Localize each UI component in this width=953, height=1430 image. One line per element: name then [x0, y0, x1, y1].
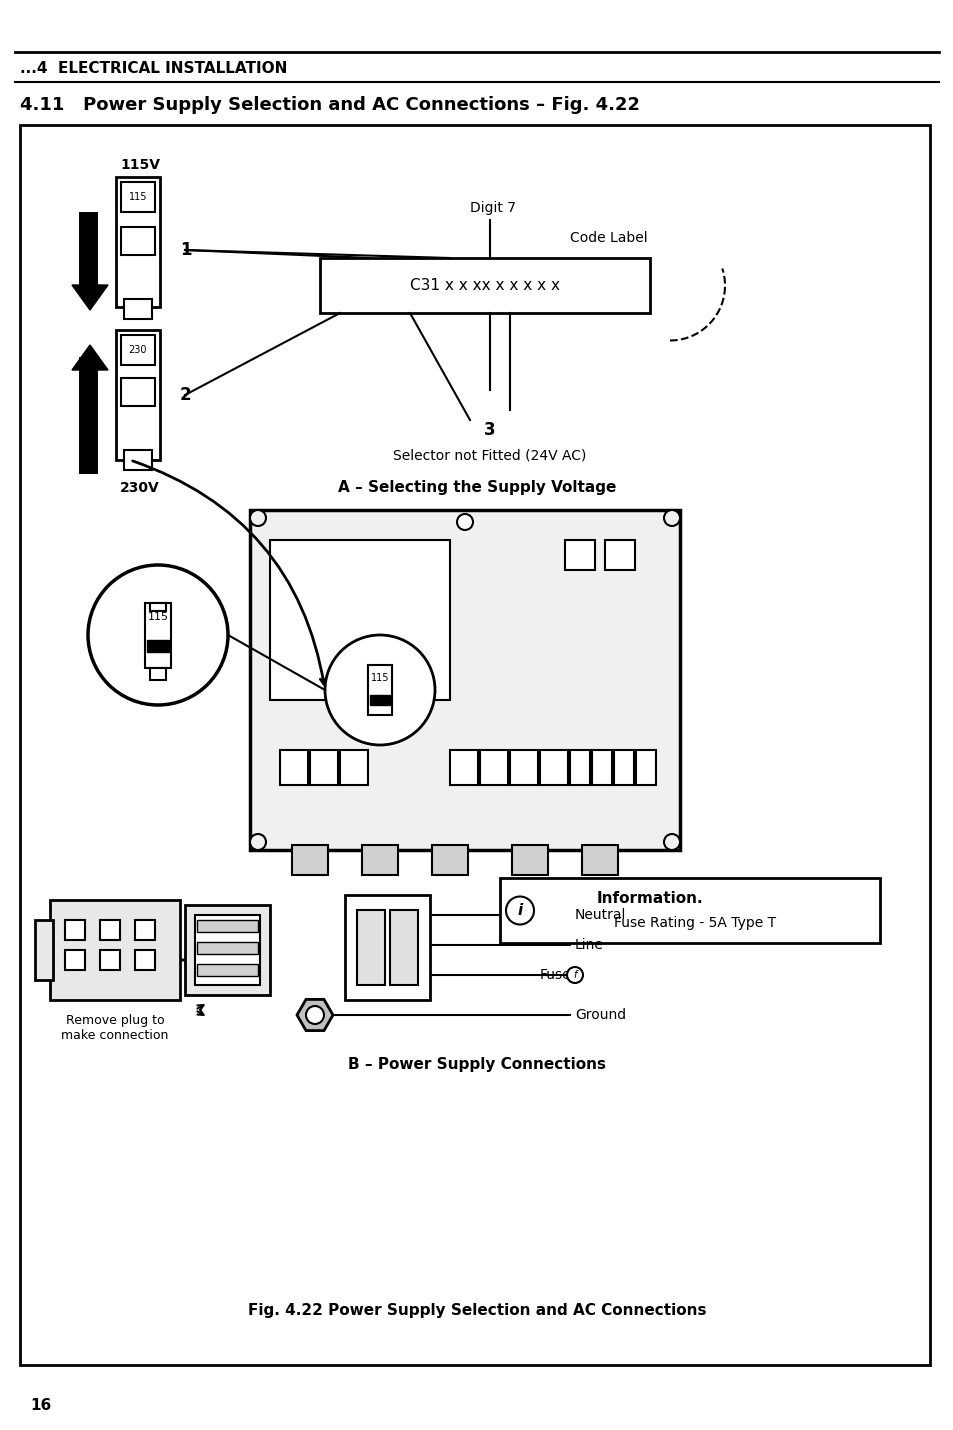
Bar: [604, 541, 635, 571]
Text: 115V: 115V: [120, 157, 160, 172]
Bar: [319, 257, 649, 313]
Bar: [432, 845, 468, 875]
Bar: [592, 749, 612, 785]
Text: A – Selecting the Supply Voltage: A – Selecting the Supply Voltage: [337, 479, 616, 495]
Bar: [121, 378, 154, 406]
Bar: [292, 845, 328, 875]
Bar: [361, 845, 397, 875]
Circle shape: [663, 834, 679, 849]
Bar: [499, 878, 879, 942]
Bar: [636, 749, 656, 785]
Circle shape: [250, 834, 266, 849]
Circle shape: [456, 513, 473, 531]
Bar: [270, 541, 450, 701]
Text: 1: 1: [180, 242, 192, 259]
Text: ...4  ELECTRICAL INSTALLATION: ...4 ELECTRICAL INSTALLATION: [20, 60, 287, 76]
Text: Fig. 4.22 Power Supply Selection and AC Connections: Fig. 4.22 Power Supply Selection and AC …: [248, 1303, 705, 1317]
Bar: [124, 299, 152, 319]
Bar: [145, 603, 171, 668]
Text: 3: 3: [484, 420, 496, 439]
Bar: [121, 182, 154, 212]
Text: Digit 7: Digit 7: [470, 202, 516, 214]
Bar: [124, 450, 152, 470]
Bar: [35, 919, 53, 980]
Circle shape: [663, 511, 679, 526]
Polygon shape: [71, 285, 108, 310]
Bar: [368, 665, 392, 715]
Bar: [345, 895, 430, 1000]
Bar: [65, 950, 85, 970]
Bar: [196, 942, 257, 954]
Circle shape: [505, 897, 534, 925]
Bar: [512, 845, 547, 875]
Bar: [147, 641, 169, 652]
Bar: [121, 335, 154, 365]
Text: 230: 230: [129, 345, 147, 355]
Text: 230V: 230V: [120, 480, 160, 495]
Bar: [339, 749, 368, 785]
Circle shape: [325, 635, 435, 745]
Bar: [370, 695, 390, 705]
Text: Fuse Rating - 5A Type T: Fuse Rating - 5A Type T: [614, 917, 775, 930]
Text: 115: 115: [129, 192, 147, 202]
Bar: [390, 909, 417, 985]
Bar: [539, 749, 567, 785]
Text: 2: 2: [180, 386, 192, 405]
Text: 115: 115: [371, 674, 389, 684]
Bar: [135, 950, 154, 970]
Text: f: f: [573, 970, 576, 980]
Bar: [116, 177, 160, 307]
Bar: [564, 541, 595, 571]
Bar: [196, 964, 257, 977]
Text: Code Label: Code Label: [569, 232, 647, 245]
Text: Neutral: Neutral: [575, 908, 626, 922]
Bar: [121, 227, 154, 255]
Bar: [510, 749, 537, 785]
Polygon shape: [71, 345, 108, 370]
Bar: [250, 511, 679, 849]
Text: Information.: Information.: [596, 891, 702, 905]
Text: B – Power Supply Connections: B – Power Supply Connections: [348, 1058, 605, 1072]
Bar: [280, 749, 308, 785]
Bar: [356, 909, 385, 985]
Bar: [150, 603, 166, 611]
Circle shape: [566, 967, 582, 982]
Bar: [569, 749, 589, 785]
Text: Ground: Ground: [575, 1008, 625, 1022]
Bar: [479, 749, 507, 785]
Text: C31 x x xx x x x x x: C31 x x xx x x x x x: [410, 277, 559, 293]
Bar: [135, 919, 154, 940]
Bar: [20, 124, 929, 1366]
Bar: [581, 845, 618, 875]
Text: Fuse: Fuse: [539, 968, 571, 982]
Bar: [614, 749, 634, 785]
Bar: [116, 330, 160, 460]
Bar: [100, 919, 120, 940]
Bar: [310, 749, 337, 785]
Text: 115: 115: [148, 612, 169, 622]
Text: i: i: [517, 902, 522, 918]
Bar: [65, 919, 85, 940]
Bar: [185, 905, 270, 995]
Text: 4.11   Power Supply Selection and AC Connections – Fig. 4.22: 4.11 Power Supply Selection and AC Conne…: [20, 96, 639, 114]
Circle shape: [306, 1005, 324, 1024]
Bar: [194, 915, 260, 985]
Text: 16: 16: [30, 1397, 51, 1413]
Text: Remove plug to
make connection: Remove plug to make connection: [61, 1014, 169, 1042]
Text: Line: Line: [575, 938, 603, 952]
Bar: [450, 749, 477, 785]
Circle shape: [88, 565, 228, 705]
Bar: [150, 668, 166, 681]
Circle shape: [250, 511, 266, 526]
Bar: [50, 899, 180, 1000]
Text: Selector not Fitted (24V AC): Selector not Fitted (24V AC): [393, 448, 586, 462]
Bar: [100, 950, 120, 970]
Bar: [196, 919, 257, 932]
Polygon shape: [296, 1000, 333, 1031]
